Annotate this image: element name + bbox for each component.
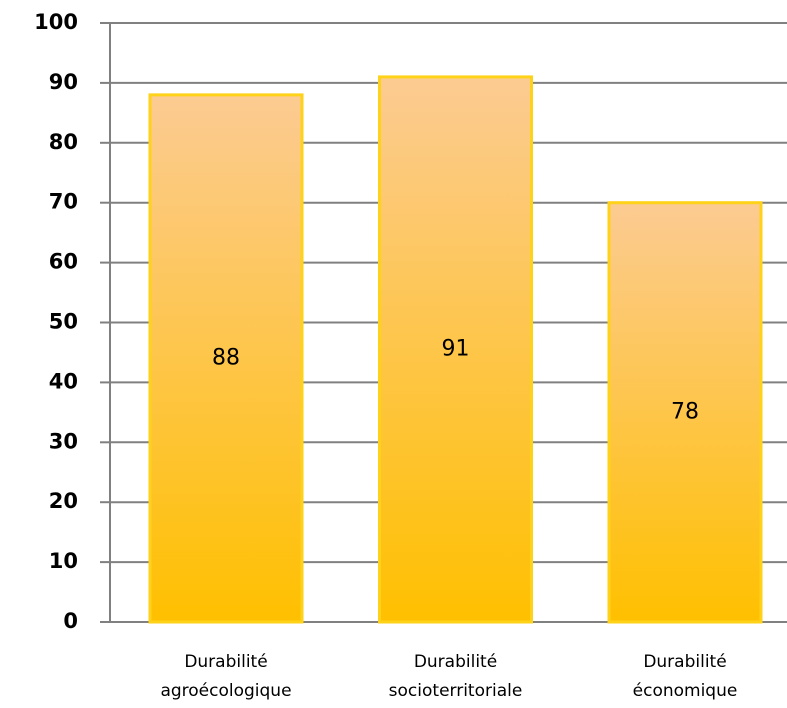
x-tick-label: socioterritoriale: [389, 681, 523, 701]
bar: [378, 75, 533, 624]
y-tick-label: 60: [49, 250, 78, 274]
x-tick-label: économique: [633, 681, 738, 701]
y-tick-label: 20: [49, 489, 78, 513]
y-tick-label: 30: [49, 429, 78, 453]
data-label: 88: [212, 345, 240, 370]
bar: [607, 201, 763, 624]
y-tick-label: 50: [49, 310, 78, 334]
bar: [148, 93, 304, 624]
x-tick-label: agroécologique: [160, 681, 291, 701]
x-tick-label: Durabilité: [184, 652, 267, 672]
y-tick-label: 0: [63, 609, 78, 633]
y-tick-label: 90: [49, 70, 78, 94]
data-label: 91: [442, 336, 470, 361]
y-tick-label: 40: [49, 369, 78, 393]
x-tick-label: Durabilité: [643, 652, 726, 672]
data-label: 78: [671, 399, 699, 424]
y-tick-label: 80: [49, 130, 78, 154]
x-tick-label: Durabilité: [414, 652, 497, 672]
y-tick-label: 10: [49, 549, 78, 573]
y-tick-label: 70: [49, 190, 78, 214]
y-tick-label: 100: [34, 10, 78, 34]
